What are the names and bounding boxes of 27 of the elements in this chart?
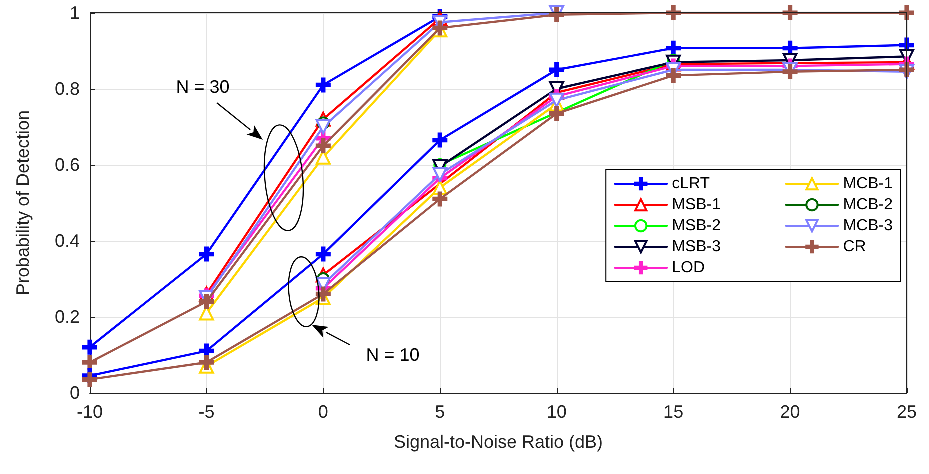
annotation: N = 30 (176, 76, 230, 97)
y-tick-label: 0.4 (54, 231, 80, 251)
legend-label: MCB-3 (843, 218, 894, 234)
y-tick-label: 0 (70, 383, 80, 403)
y-tick-label: 0.6 (54, 155, 80, 175)
x-tick-label: 10 (546, 402, 567, 422)
x-tick-label: -10 (76, 402, 104, 422)
legend-label: MSB-2 (672, 218, 722, 234)
y-tick-label: 0.2 (54, 307, 80, 327)
y-tick-label: 1 (70, 3, 80, 23)
legend-label: MSB-3 (672, 238, 722, 256)
annotation: N = 10 (366, 344, 420, 365)
legend-label: MCB-2 (843, 196, 894, 214)
legend-label: LOD (672, 260, 706, 276)
x-tick-label: -5 (198, 402, 215, 422)
x-tick-label: 15 (664, 402, 684, 422)
x-tick-label: 0 (318, 402, 328, 422)
y-axis-title: Probability of Detection (13, 110, 33, 296)
legend-label: CR (843, 238, 866, 256)
legend-label: MSB-1 (672, 196, 722, 214)
x-tick-label: 20 (780, 402, 800, 422)
x-axis-title: Signal-to-Noise Ratio (dB) (394, 432, 604, 452)
y-tick-label: 0.8 (54, 79, 80, 99)
legend-label: cLRT (672, 176, 710, 192)
x-tick-label: 25 (896, 402, 918, 422)
legend-label: MCB-1 (843, 176, 894, 192)
x-tick-label: 5 (435, 402, 446, 422)
